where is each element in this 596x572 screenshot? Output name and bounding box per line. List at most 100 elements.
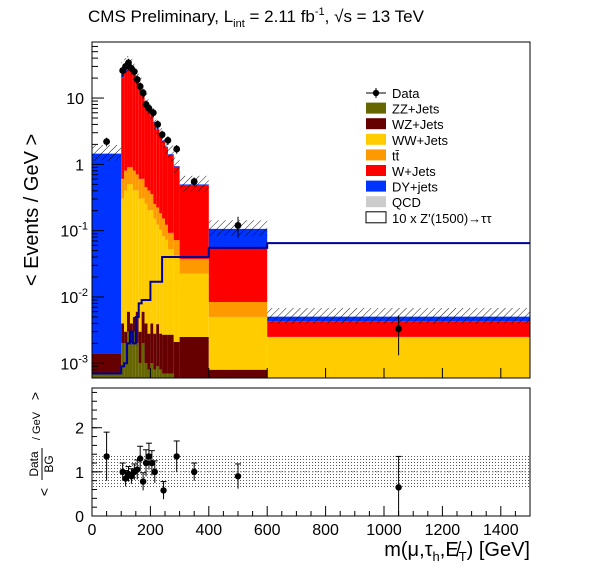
bar-WW-12 (153, 218, 157, 334)
data-point-10 (145, 104, 153, 112)
bar-WZ-7 (138, 331, 142, 364)
bar-WZ-13 (156, 324, 160, 367)
bar-WJ-15 (162, 140, 165, 219)
bar-WW-11 (150, 210, 154, 324)
header-prefix: CMS Preliminary, L (88, 7, 233, 26)
bg-uncertainty-17 (167, 145, 174, 162)
bar-TT-5 (132, 170, 136, 191)
ratio-y-tick-label-0: 0 (75, 509, 84, 526)
bar-ZZ-14 (159, 369, 163, 378)
bar-WJ-9 (144, 102, 148, 188)
ratio-point-14 (173, 453, 180, 460)
ratio-point-15 (191, 468, 198, 476)
bar-WW-5 (132, 190, 136, 317)
bar-WJ-8 (141, 93, 145, 179)
bar-WJ-6 (135, 80, 139, 175)
bar-WZ-6 (135, 311, 139, 344)
bar-TT-1 (121, 178, 125, 199)
legend-swatch-4 (366, 149, 386, 161)
data-point-15 (173, 145, 181, 153)
legend-label-3: WW+Jets (392, 133, 448, 148)
bar-WW-1 (121, 198, 125, 324)
bg-uncertainty-0 (92, 144, 122, 161)
x-tick-label-5: 1000 (366, 522, 402, 539)
header-lumi-value: = 2.11 fb (245, 7, 315, 26)
data-point-18 (395, 325, 402, 333)
bar-WZ-3 (127, 311, 130, 332)
x-label-part-5: ) [GeV] (467, 539, 530, 561)
bg-uncertainty-18 (173, 157, 180, 174)
bar-WJ-14 (159, 134, 163, 214)
bar-WJ-7 (138, 87, 142, 179)
bar-TT-2 (124, 170, 128, 191)
x-label-part-1: m(μ,τ (384, 539, 432, 561)
bar-WW-17 (167, 249, 174, 335)
ratio-point-0 (103, 453, 110, 460)
x-tick-label-0: 0 (88, 522, 97, 539)
bar-TT-16 (165, 224, 168, 240)
x-tick-label-7: 1400 (483, 522, 519, 539)
bar-WW-16 (165, 239, 168, 335)
bar-WZ-9 (144, 323, 148, 364)
ratio-plot-background (92, 388, 530, 516)
ratio-y-label-lt: < (36, 488, 52, 496)
ratio-point-12 (151, 468, 158, 476)
ratio-point-8 (139, 478, 147, 485)
legend-swatch-8 (365, 211, 387, 224)
y-tick-label-4: 10-3 (60, 353, 88, 373)
data-point-17 (234, 222, 242, 229)
bar-WW-2 (124, 190, 128, 332)
bar-WZ-15 (162, 334, 165, 374)
ratio-plot-panel: 0 1 2 0 200 400 600 800 1000 1200 1400 < Data BG … (27, 387, 531, 564)
bar-ZZ-1 (121, 343, 125, 378)
bar-TT-17 (167, 232, 174, 250)
ratio-point-17 (395, 484, 402, 491)
bar-ZZ-13 (156, 366, 160, 378)
bar-TT-10 (147, 190, 151, 211)
bar-WZ-18 (173, 341, 180, 378)
data-point-0 (103, 138, 110, 146)
bar-WJ-5 (132, 74, 136, 171)
bar-ZZ-6 (135, 343, 139, 378)
bar-WJ-11 (150, 116, 154, 195)
y-tick-label-1: 1 (75, 157, 84, 174)
stacked-histogram (92, 55, 530, 378)
x-tick-label-1: 200 (137, 522, 164, 539)
legend-label-2: WZ+Jets (392, 117, 444, 132)
data-point-11 (149, 109, 157, 117)
legend-swatch-7 (366, 196, 386, 208)
bar-WZ-10 (147, 333, 151, 370)
bar-WZ-4 (129, 323, 133, 344)
ratio-y-tick-label-2: 2 (75, 421, 84, 438)
bar-ZZ-8 (141, 343, 145, 378)
ratio-point-7 (136, 455, 144, 462)
bar-TT-3 (127, 167, 130, 184)
x-tick-label-6: 1200 (425, 522, 461, 539)
bar-WJ-4 (129, 69, 133, 168)
bar-WW-15 (162, 236, 165, 335)
legend-swatch-2 (366, 118, 386, 130)
ratio-point-13 (160, 487, 167, 494)
x-label-part-2: h (433, 549, 440, 564)
legend-label-8: 10 x Z'(1500)→ττ (392, 211, 492, 226)
x-tick-label-3: 600 (254, 522, 281, 539)
bar-WJ-16 (165, 147, 168, 225)
bar-TT-8 (141, 178, 145, 199)
ratio-point-10 (145, 453, 153, 460)
legend-label-1: ZZ+Jets (392, 102, 440, 117)
bar-ZZ-4 (129, 343, 133, 378)
bar-ZZ-12 (153, 369, 157, 378)
bar-TT-12 (153, 203, 157, 219)
legend-swatch-3 (366, 133, 386, 145)
header-lumi-exp: -1 (315, 6, 325, 18)
header-lumi-sub: int (233, 18, 245, 30)
ratio-point-16 (234, 473, 242, 480)
ratio-y-label-suffix: / GeV (31, 411, 43, 440)
bar-WZ-19 (179, 336, 209, 378)
bar-WZ-1 (121, 323, 125, 344)
ratio-points (103, 431, 402, 516)
bar-WW-9 (144, 203, 148, 324)
data-point-12 (154, 121, 162, 128)
legend-label-7: QCD (392, 195, 421, 210)
